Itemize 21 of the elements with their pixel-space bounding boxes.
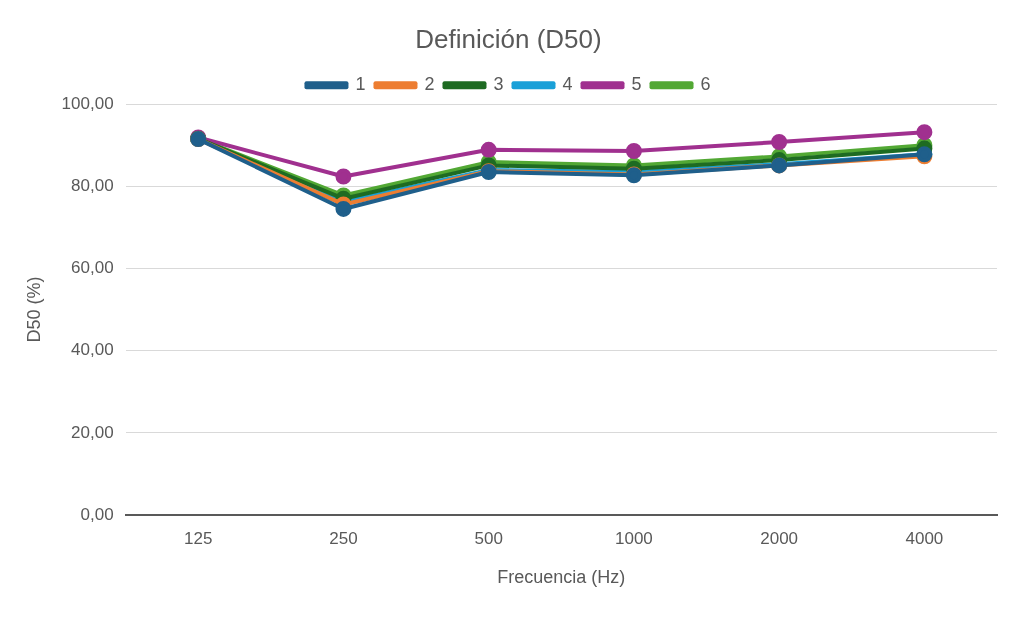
x-tick-label: 2000 <box>760 528 799 548</box>
chart-title: Definición (D50) <box>415 23 602 54</box>
x-tick-label: 125 <box>184 528 213 548</box>
y-tick-label: 0,00 <box>80 504 114 524</box>
legend-label: 1 <box>355 74 366 95</box>
x-axis-title: Frecuencia (Hz) <box>497 567 626 588</box>
y-tick-label: 40,00 <box>71 340 114 360</box>
y-tick-label: 60,00 <box>71 258 114 278</box>
y-axis-title: D50 (%) <box>23 276 44 343</box>
legend-label: 6 <box>700 74 711 95</box>
x-tick-label: 4000 <box>905 528 944 548</box>
y-tick-label: 80,00 <box>71 176 114 196</box>
x-tick-label: 500 <box>474 528 503 548</box>
y-tick-label: 100,00 <box>61 93 114 113</box>
x-tick-label: 1000 <box>615 528 653 548</box>
legend-label: 4 <box>562 74 573 95</box>
y-tick-label: 20,00 <box>71 422 114 442</box>
x-tick-label: 250 <box>329 528 358 548</box>
legend-label: 3 <box>493 74 504 95</box>
legend-label: 5 <box>631 74 642 95</box>
legend-label: 2 <box>424 74 435 95</box>
